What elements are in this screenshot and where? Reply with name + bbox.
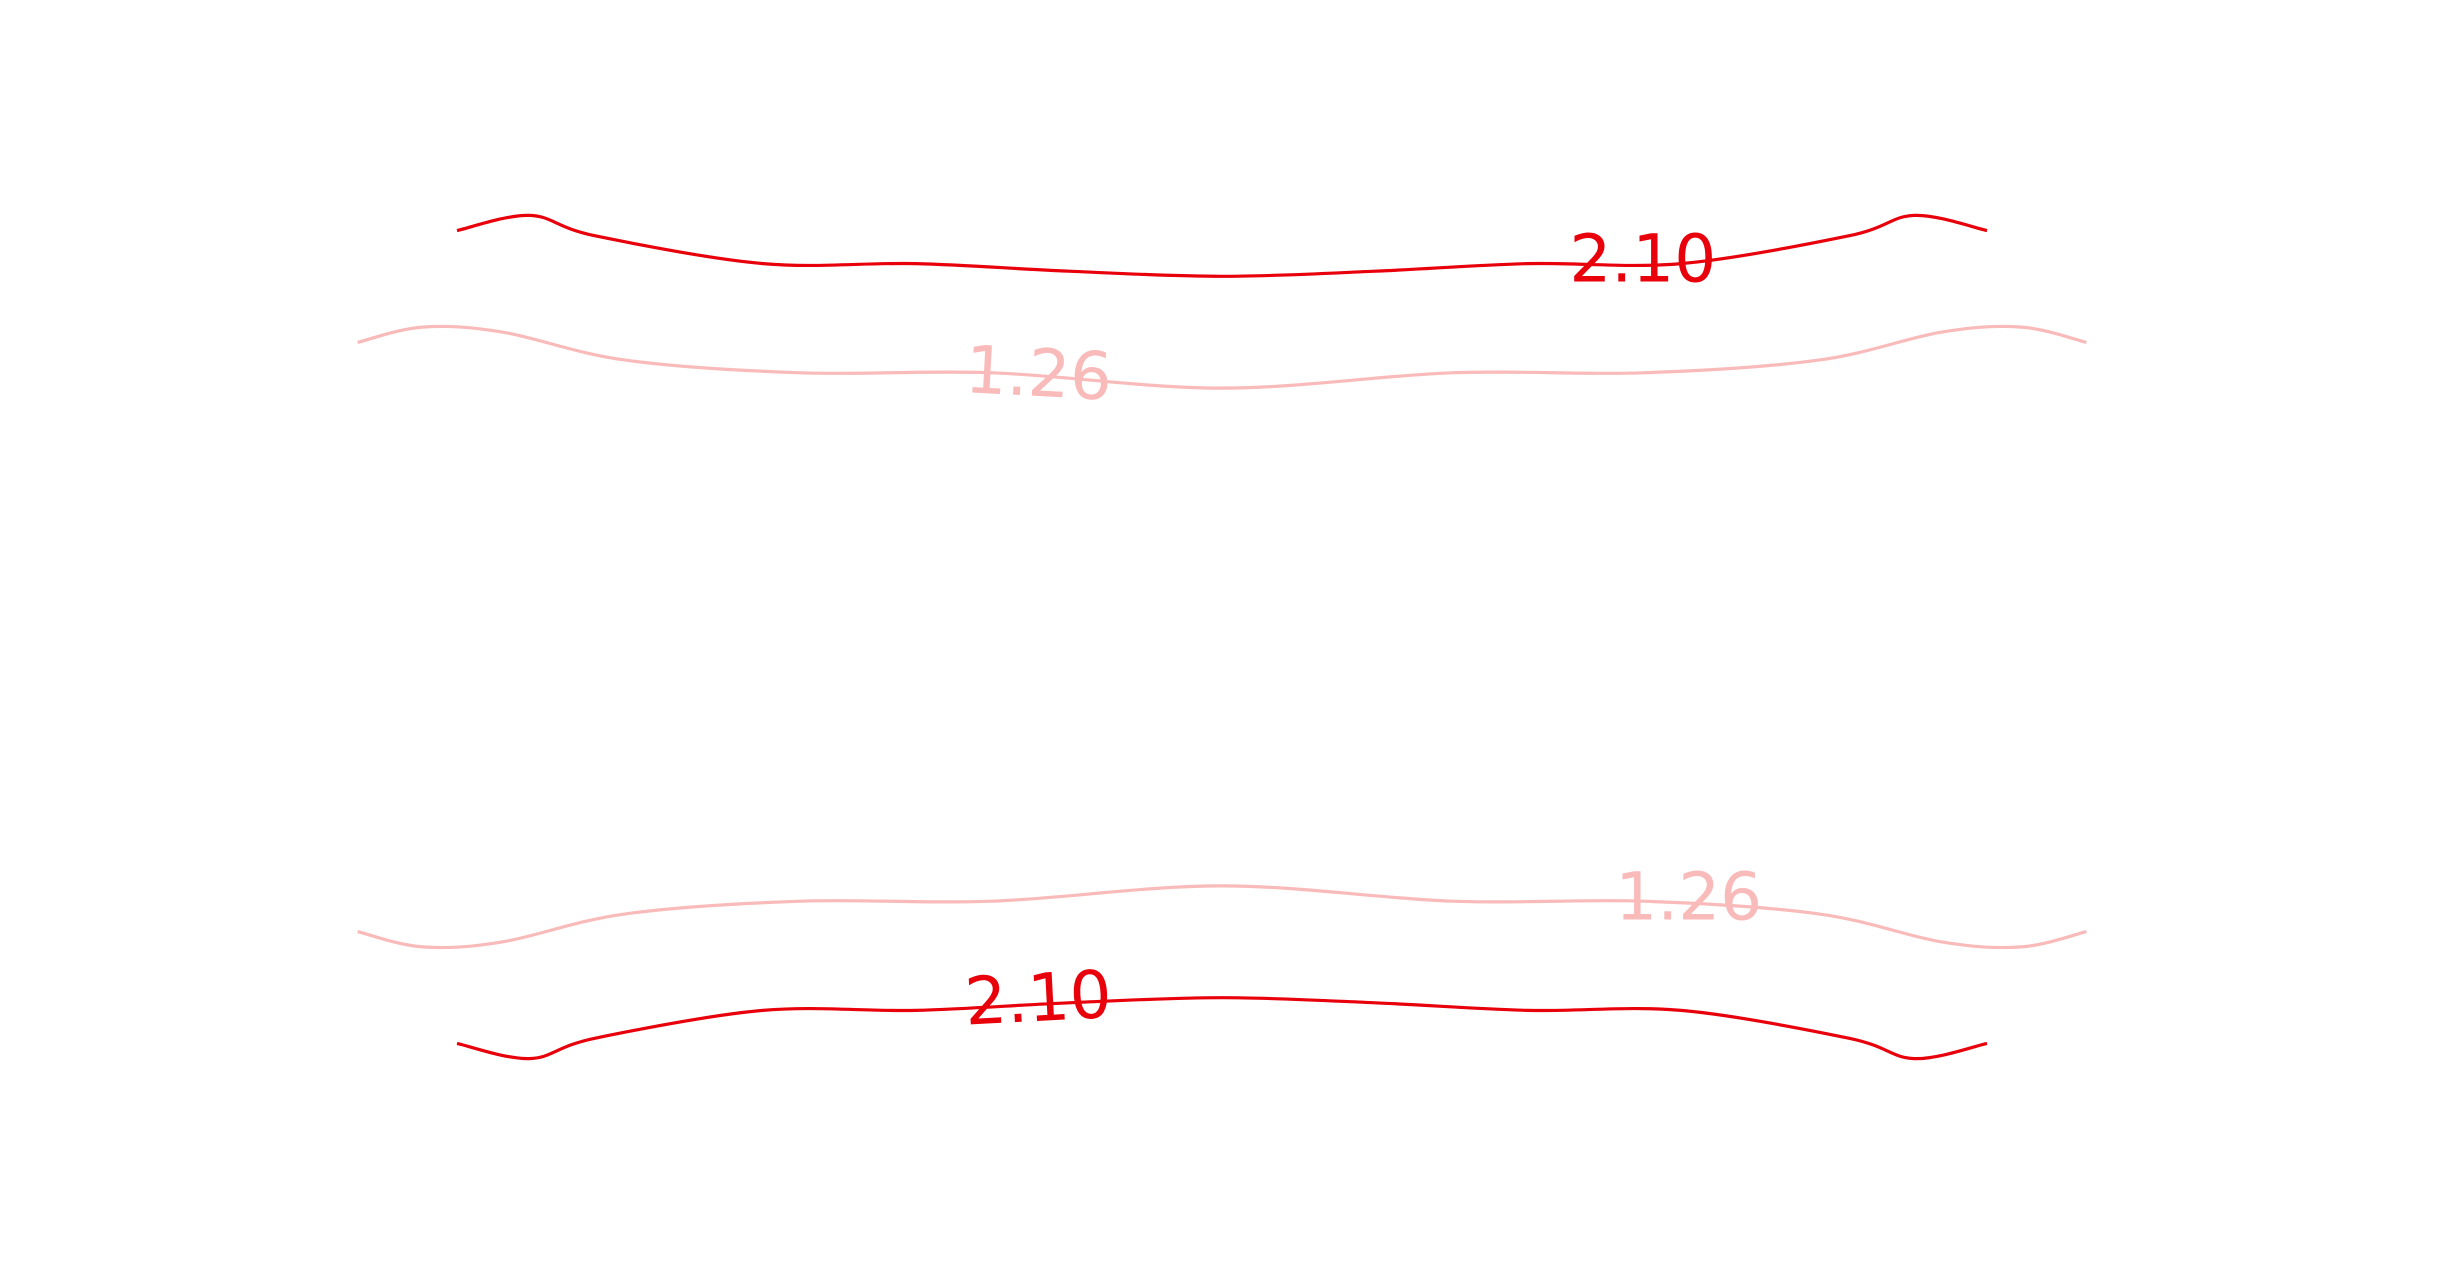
contour-label-1-26-lower: 1.26 [1615,858,1762,935]
contour-line-2-10-top [456,213,1988,278]
contour-labels: 2.10 2.10 1.26 1.26 [963,221,1762,1041]
contour-label-1-26-upper: 1.26 [963,331,1114,416]
contour-label-2-10-top: 2.10 [1569,221,1716,298]
contour-line-2-10-bottom [456,996,1988,1061]
contour-label-2-10-bottom: 2.10 [963,956,1114,1041]
contour-line-1-26-lower [357,884,2087,950]
contour-lines [357,213,2087,1061]
contour-line-1-26-upper [357,324,2087,390]
